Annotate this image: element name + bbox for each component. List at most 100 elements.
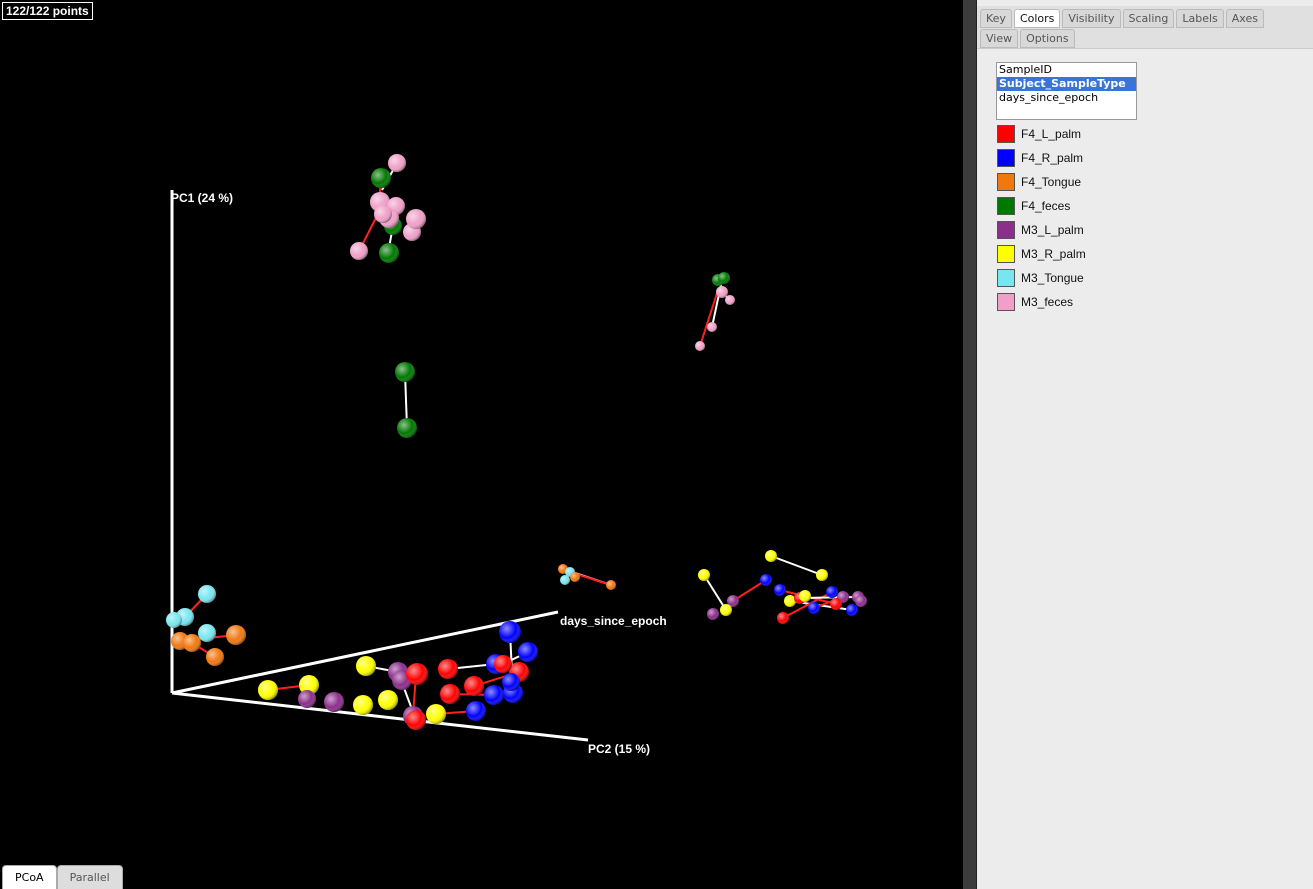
sample-point [784,595,796,607]
pcoa-3d-scene[interactable]: PC1 (24 %) PC2 (15 %) days_since_epoch [0,0,963,889]
tab-pcoa[interactable]: PCoA [2,865,57,889]
color-swatch[interactable] [997,221,1015,239]
sample-point [816,569,828,581]
sample-point [720,604,732,616]
sample-point [378,690,398,710]
tab-labels[interactable]: Labels [1176,9,1224,28]
color-category-listbox[interactable]: SampleID Subject_SampleType days_since_e… [996,62,1137,120]
sample-point [379,243,399,263]
sample-point [725,295,735,305]
color-swatch[interactable] [997,245,1015,263]
category-option-subject-sampletype[interactable]: Subject_SampleType [997,77,1136,91]
category-option-days-since-epoch[interactable]: days_since_epoch [999,91,1099,104]
sample-point [374,205,392,223]
sample-point [718,272,730,284]
tab-key[interactable]: Key [980,9,1012,28]
points-counter: 122/122 points [2,2,93,20]
days-axis [171,610,559,695]
days-axis-label: days_since_epoch [560,614,667,628]
sample-point [799,590,811,602]
tab-scaling[interactable]: Scaling [1122,9,1175,28]
sample-point [356,656,376,676]
sample-point [426,704,446,724]
sample-point [826,586,838,598]
sample-point [440,684,460,704]
legend-item: M3_feces [997,292,1086,312]
sample-point [198,624,216,642]
sample-point [777,612,789,624]
sample-point [707,608,719,620]
tab-parallel[interactable]: Parallel [56,865,123,889]
sample-point [765,550,777,562]
view-mode-tabs: PCoA Parallel [2,865,123,889]
legend-label: F4_R_palm [1021,151,1084,165]
sample-point [395,362,415,382]
sample-point [707,322,717,332]
color-swatch[interactable] [997,293,1015,311]
sample-point [198,585,216,603]
sample-point [499,621,521,643]
sample-point [183,634,201,652]
sample-point [494,655,512,673]
sample-point [846,604,858,616]
legend-item: F4_feces [997,196,1086,216]
tab-options[interactable]: Options [1020,29,1075,48]
sample-point [371,168,391,188]
sample-point [774,584,786,596]
legend-item: F4_R_palm [997,148,1086,168]
sample-point [502,673,520,691]
sample-point [570,572,580,582]
pc2-axis-label: PC2 (15 %) [588,742,650,756]
pcoa-plot-canvas[interactable]: PC1 (24 %) PC2 (15 %) days_since_epoch 1… [0,0,963,889]
color-swatch[interactable] [997,173,1015,191]
sample-point [560,575,570,585]
legend-item: M3_R_palm [997,244,1086,264]
color-swatch[interactable] [997,197,1015,215]
sample-point [518,642,538,662]
sample-point [484,685,504,705]
pc1-axis-label: PC1 (24 %) [171,191,233,205]
side-panel: Key Colors Visibility Scaling Labels Axe… [977,0,1313,889]
sample-point [298,690,316,708]
tabs-row-2: View Options [980,29,1077,48]
sample-point [406,710,426,730]
color-swatch[interactable] [997,269,1015,287]
sample-point [464,676,484,696]
trajectory-line [703,574,727,611]
color-swatch[interactable] [997,125,1015,143]
category-option-sampleid[interactable]: SampleID [999,63,1052,76]
tab-visibility[interactable]: Visibility [1062,9,1121,28]
sample-point [760,574,772,586]
tab-axes[interactable]: Axes [1225,9,1264,28]
color-swatch[interactable] [997,149,1015,167]
legend-label: M3_R_palm [1021,247,1086,261]
sample-point [406,663,428,685]
sample-point [808,602,820,614]
tab-view[interactable]: View [980,29,1019,48]
legend-item: M3_Tongue [997,268,1086,288]
tabs-row-1: Key Colors Visibility Scaling Labels Axe… [980,9,1266,28]
sample-point [695,341,705,351]
legend-label: F4_L_palm [1021,127,1082,141]
color-legend: F4_L_palm F4_R_palm F4_Tongue F4_feces M3_L_… [997,124,1086,316]
legend-label: F4_feces [1021,199,1071,213]
trajectory-line [770,555,823,576]
sample-point [324,692,344,712]
axes-group: PC1 (24 %) PC2 (15 %) days_since_epoch [170,190,667,756]
sample-point [466,701,486,721]
legend-label: M3_Tongue [1021,271,1084,285]
sample-point [406,209,426,229]
sample-point [698,569,710,581]
tab-colors[interactable]: Colors [1013,9,1061,28]
sample-point [606,580,616,590]
sample-point [206,648,224,666]
legend-label: M3_feces [1021,295,1074,309]
legend-item: M3_L_palm [997,220,1086,240]
trajectory-line [732,579,767,602]
panel-splitter[interactable] [963,0,977,889]
sample-point [716,286,728,298]
sample-point [353,695,373,715]
sample-spheres [166,154,867,730]
legend-label: M3_L_palm [1021,223,1084,237]
trajectory-line [782,591,833,619]
